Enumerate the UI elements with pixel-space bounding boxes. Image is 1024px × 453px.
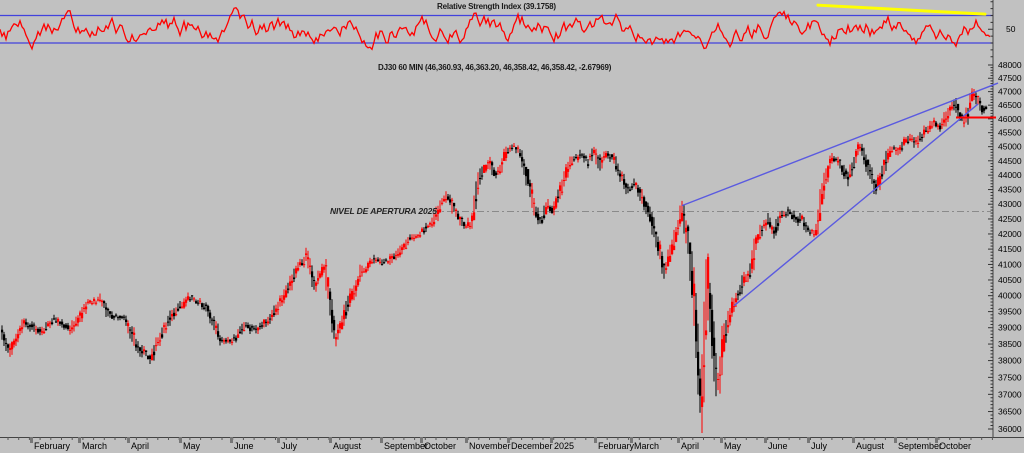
y-axis-label: 37500 — [998, 372, 1022, 382]
y-axis-label: 41000 — [998, 259, 1022, 269]
y-axis-label: 39000 — [998, 323, 1022, 333]
rsi-line — [0, 6, 991, 51]
month-label: July — [811, 441, 828, 451]
y-axis-label: 40000 — [998, 291, 1022, 301]
y-axis-label: 40500 — [998, 275, 1022, 285]
month-label: February — [598, 441, 635, 451]
month-label: December — [511, 441, 553, 451]
price-panel-title: DJ30 60 MIN (46,360.93, 46,363.20, 46,35… — [378, 63, 612, 72]
month-label: September — [384, 441, 428, 451]
y-axis-label: 36500 — [998, 407, 1022, 417]
month-label: February — [34, 441, 71, 451]
month-label: June — [768, 441, 788, 451]
month-label: April — [681, 441, 699, 451]
y-axis-label: 37000 — [998, 389, 1022, 399]
rsi-yellow-trendline[interactable] — [816, 3, 987, 16]
y-axis-label: 38000 — [998, 356, 1022, 366]
month-label: 2025 — [554, 441, 574, 451]
month-label: July — [281, 441, 298, 451]
rsi-panel-title: Relative Strength Index (39.1758) — [437, 2, 556, 11]
y-axis-label: 36000 — [998, 424, 1022, 434]
wedge-lower-trendline[interactable] — [733, 103, 979, 307]
y-axis-label: 45000 — [998, 142, 1022, 152]
y-axis-label: 42000 — [998, 229, 1022, 239]
y-axis-label: 47500 — [998, 73, 1022, 83]
month-label: August — [333, 441, 362, 451]
wedge-upper-trendline[interactable] — [681, 82, 999, 207]
month-label: April — [131, 441, 149, 451]
y-axis-label: 46500 — [998, 100, 1022, 110]
y-axis-label: 46000 — [998, 114, 1022, 124]
y-axis-label: 43500 — [998, 185, 1022, 195]
rsi-bands — [0, 14, 993, 44]
price-y-axis[interactable]: 36000 36500 37000 37500 38000 38500 39000 39500… — [988, 0, 1022, 437]
month-label: October — [939, 441, 971, 451]
rsi-axis-50-label: 50 — [1006, 24, 1016, 34]
month-label: May — [183, 441, 201, 451]
month-label: June — [234, 441, 254, 451]
y-axis-label: 43000 — [998, 199, 1022, 209]
y-axis-label: 44000 — [998, 170, 1022, 180]
y-axis-label: 45500 — [998, 128, 1022, 138]
candlestick-series — [1, 88, 988, 433]
month-label: March — [634, 441, 659, 451]
y-axis-label: 41500 — [998, 244, 1022, 254]
y-axis-label: 48000 — [998, 60, 1022, 70]
month-label: August — [856, 441, 885, 451]
month-label: October — [424, 441, 456, 451]
y-axis-label: 38500 — [998, 339, 1022, 349]
y-axis-label: 47000 — [998, 87, 1022, 97]
open-level-label: NIVEL DE APERTURA 2025 — [330, 206, 437, 216]
month-label: May — [724, 441, 742, 451]
month-label: September — [898, 441, 942, 451]
y-axis-label: 39500 — [998, 307, 1022, 317]
y-axis-label: 44500 — [998, 156, 1022, 166]
month-label: March — [82, 441, 107, 451]
y-axis-label: 42500 — [998, 214, 1022, 224]
time-x-axis[interactable]: February March April May June July August Septe… — [0, 437, 1024, 451]
month-label: November — [469, 441, 511, 451]
